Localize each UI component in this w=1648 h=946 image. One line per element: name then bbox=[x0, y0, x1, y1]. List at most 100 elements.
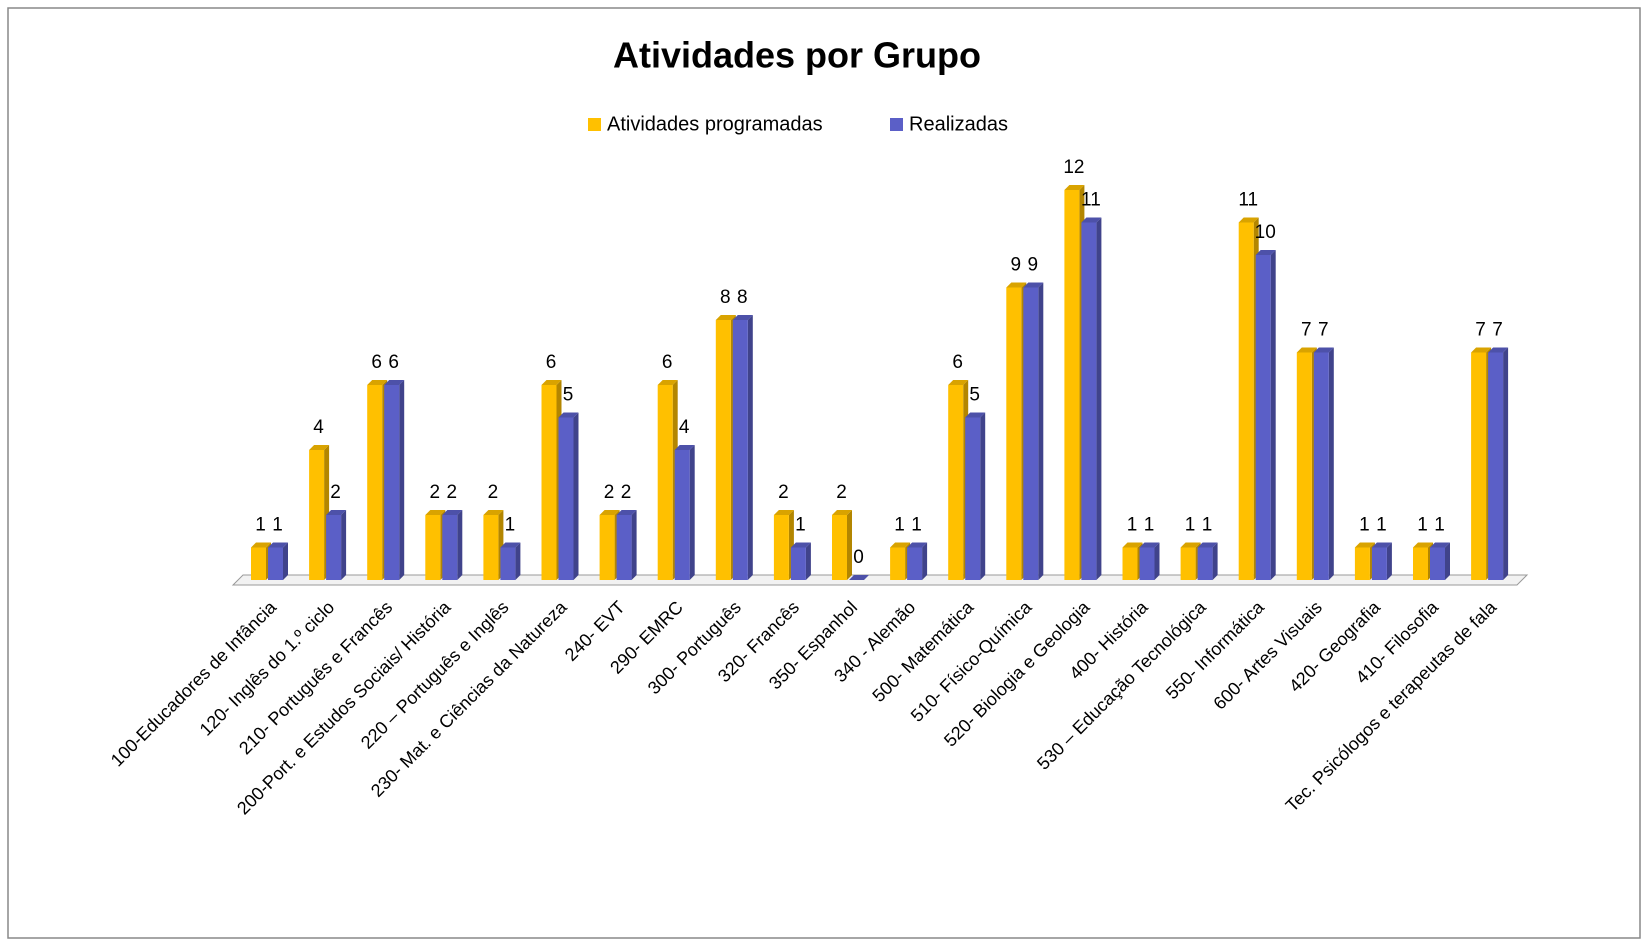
bar bbox=[1430, 542, 1450, 580]
bar-top bbox=[616, 510, 637, 515]
data-label: 6 bbox=[662, 352, 673, 373]
bar-front bbox=[1006, 287, 1022, 580]
bar-side bbox=[1212, 542, 1218, 580]
bar-front bbox=[907, 547, 923, 580]
bar-front bbox=[1430, 547, 1445, 580]
data-label: 6 bbox=[952, 352, 963, 373]
bar-side bbox=[457, 510, 463, 580]
bar-front bbox=[732, 320, 748, 580]
bar bbox=[1488, 347, 1509, 580]
bar-top bbox=[1471, 347, 1492, 353]
bar bbox=[268, 542, 288, 580]
data-label: 2 bbox=[621, 482, 632, 503]
data-label: 1 bbox=[505, 515, 516, 536]
data-label: 2 bbox=[488, 482, 499, 503]
bar bbox=[558, 412, 579, 580]
data-label: 1 bbox=[795, 515, 806, 536]
bar bbox=[1255, 250, 1276, 580]
bar-front bbox=[1354, 547, 1370, 580]
bar bbox=[616, 510, 637, 580]
bar bbox=[1139, 542, 1160, 580]
bar-front bbox=[558, 417, 574, 580]
bar-top bbox=[965, 412, 986, 418]
bar bbox=[965, 412, 986, 580]
bar-side bbox=[1154, 542, 1160, 580]
bar bbox=[907, 542, 928, 580]
bar-top bbox=[907, 542, 928, 548]
bar-front bbox=[1313, 352, 1329, 580]
bar-front bbox=[1255, 255, 1271, 580]
bar-front bbox=[1471, 352, 1487, 580]
bar-top bbox=[1180, 542, 1201, 548]
bar-top bbox=[326, 510, 347, 515]
bar-side bbox=[980, 412, 986, 580]
bar-front bbox=[832, 515, 847, 580]
bar-top bbox=[732, 315, 753, 320]
bar-front bbox=[965, 417, 981, 580]
bar-front bbox=[1139, 547, 1155, 580]
data-label: 1 bbox=[255, 515, 266, 536]
bar-front bbox=[1081, 222, 1097, 580]
bar-top bbox=[251, 542, 271, 548]
data-label: 1 bbox=[1127, 515, 1138, 536]
bar-top bbox=[558, 412, 579, 418]
data-label: 5 bbox=[563, 385, 574, 406]
bar-side bbox=[283, 542, 288, 580]
bar-top bbox=[541, 380, 562, 385]
legend-label: Realizadas bbox=[909, 113, 1008, 135]
bar bbox=[790, 542, 811, 580]
bar-top bbox=[425, 510, 446, 515]
bar-top bbox=[948, 380, 969, 385]
bar-front bbox=[1122, 547, 1138, 580]
bar bbox=[1313, 347, 1334, 580]
bar bbox=[1081, 217, 1102, 580]
legend-swatch bbox=[588, 118, 601, 131]
bar-side bbox=[1328, 347, 1334, 580]
bar bbox=[674, 445, 695, 580]
bar-front bbox=[657, 385, 673, 580]
data-label: 2 bbox=[836, 482, 847, 503]
bar-front bbox=[1371, 547, 1387, 580]
bar-front bbox=[790, 547, 806, 580]
bar-top bbox=[832, 510, 852, 515]
data-label: 7 bbox=[1318, 320, 1329, 341]
data-label: 2 bbox=[330, 482, 341, 503]
bar-top bbox=[500, 542, 521, 548]
data-label: 1 bbox=[1376, 515, 1387, 536]
bar bbox=[500, 542, 521, 580]
data-label: 4 bbox=[313, 417, 324, 438]
data-label: 8 bbox=[720, 287, 731, 308]
bar-side bbox=[1096, 217, 1102, 580]
bar-front bbox=[326, 515, 342, 580]
bar-front bbox=[442, 515, 458, 580]
bar-side bbox=[515, 542, 521, 580]
bar-top bbox=[1354, 542, 1375, 548]
bar-top bbox=[1006, 282, 1027, 288]
bar-front bbox=[483, 515, 499, 580]
bar-top bbox=[1238, 217, 1259, 223]
bar-top bbox=[1081, 217, 1102, 223]
bar bbox=[849, 575, 869, 580]
data-label: 5 bbox=[969, 385, 980, 406]
bar-front bbox=[367, 385, 383, 580]
data-label: 6 bbox=[371, 352, 382, 373]
bar-top bbox=[1296, 347, 1317, 353]
bar-front bbox=[541, 385, 557, 580]
bar-front bbox=[890, 547, 906, 580]
bar bbox=[732, 315, 753, 580]
bar bbox=[326, 510, 347, 580]
bar-top bbox=[1023, 282, 1044, 288]
legend-swatch bbox=[890, 118, 903, 131]
bar-top bbox=[657, 380, 678, 385]
bar-top bbox=[268, 542, 288, 548]
bar-side bbox=[922, 542, 928, 580]
bar-top bbox=[849, 575, 869, 580]
bar-top bbox=[1313, 347, 1334, 353]
data-label: 1 bbox=[1185, 515, 1196, 536]
bar-top bbox=[483, 510, 504, 515]
bar-front bbox=[268, 547, 283, 580]
data-label: 9 bbox=[1011, 255, 1022, 276]
bar-front bbox=[500, 547, 516, 580]
data-label: 0 bbox=[853, 547, 864, 568]
data-label: 1 bbox=[1417, 515, 1428, 536]
